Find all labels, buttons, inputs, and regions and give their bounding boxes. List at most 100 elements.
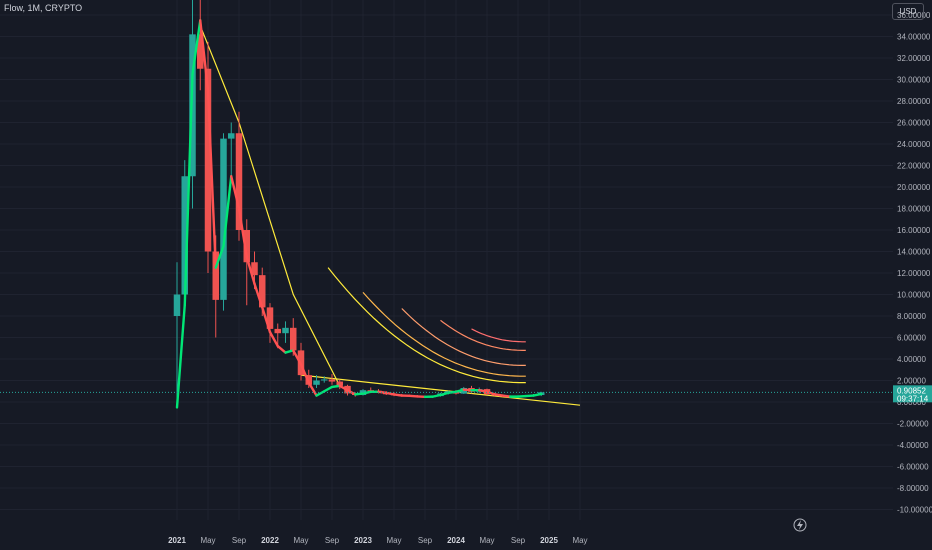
last-price-marker: 0.90852 09:37:14: [0, 385, 932, 403]
fan-curves: [327, 267, 526, 384]
y-tick-label: 10.00000: [897, 291, 931, 300]
ma-segment: [315, 390, 326, 397]
fan-curve-2: [401, 308, 526, 366]
x-tick-label: May: [293, 536, 308, 545]
candle: [282, 321, 289, 343]
candle: [228, 122, 235, 177]
moving-average: [175, 19, 543, 409]
y-tick-label: -8.00000: [897, 484, 929, 493]
candle-body: [204, 68, 212, 252]
candle-body: [274, 328, 281, 334]
x-tick-label: 2022: [261, 536, 279, 545]
ma-segment: [516, 394, 527, 398]
ma-segment: [284, 349, 295, 354]
ma-segment: [175, 304, 186, 409]
ma-segment: [524, 394, 535, 398]
ma-segment: [261, 306, 272, 334]
ma-segment: [206, 89, 217, 269]
candle-body: [321, 379, 328, 381]
ma-segment: [493, 393, 504, 397]
x-tick-label: Sep: [418, 536, 433, 545]
candle-body: [212, 251, 219, 300]
lightning-icon[interactable]: [793, 518, 807, 532]
y-tick-label: 28.00000: [897, 97, 931, 106]
ma-segment: [385, 391, 396, 396]
y-tick-label: 24.00000: [897, 140, 931, 149]
trendlines: [199, 25, 581, 406]
candle-body: [259, 275, 266, 308]
price-axis-bg: [893, 0, 932, 550]
bar-countdown: 09:37:14: [897, 394, 929, 403]
price-axis[interactable]: -10.00000 -8.00000 -6.00000 -4.00000 -2.0000…: [893, 0, 932, 550]
x-tick-label: May: [386, 536, 401, 545]
x-tick-label: Sep: [325, 536, 340, 545]
candle-body: [197, 34, 204, 69]
y-tick-label: 2.00000: [897, 377, 926, 386]
ma-segment: [299, 363, 310, 384]
ma-segment: [307, 381, 318, 397]
ma-segment: [292, 349, 303, 366]
x-tick-label: 2025: [540, 536, 558, 545]
ma-segment: [183, 72, 194, 307]
x-tick-label: Sep: [511, 536, 526, 545]
fan-curve-4: [471, 328, 526, 343]
ma-segment: [338, 384, 349, 392]
ma-segment: [392, 393, 403, 397]
y-tick-label: -2.00000: [897, 420, 929, 429]
grid: [0, 0, 893, 520]
candle-body: [290, 327, 297, 351]
y-tick-label: 6.00000: [897, 334, 926, 343]
ma-segment: [408, 394, 419, 398]
ma-segment: [323, 385, 334, 393]
trend-flat: [300, 374, 581, 406]
ma-segment: [478, 388, 489, 393]
last-price-badge: [893, 385, 932, 403]
x-tick-label: May: [572, 536, 587, 545]
ma-segment: [330, 384, 341, 389]
candle: [243, 219, 250, 306]
candle-body: [181, 176, 188, 295]
y-tick-label: 36.00000: [897, 11, 931, 20]
y-tick-label: 22.00000: [897, 162, 931, 171]
time-axis[interactable]: 2021 May Sep 2022 May Sep 2023 May Sep 2024 May Sep…: [168, 536, 587, 545]
ma-segment: [253, 282, 264, 309]
y-tick-label: -4.00000: [897, 441, 929, 450]
ma-segment: [439, 391, 450, 397]
candle: [235, 111, 243, 241]
last-price-label: 0.90852: [897, 386, 926, 395]
candle-body: [173, 294, 181, 316]
ma-segment: [454, 388, 465, 393]
ma-segment: [214, 244, 225, 269]
x-tick-label: 2021: [168, 536, 186, 545]
ma-segment: [485, 390, 496, 396]
candle: [328, 374, 336, 385]
fan-curve-1: [362, 291, 526, 377]
x-tick-label: May: [479, 536, 494, 545]
candle-body: [220, 138, 227, 300]
y-tick-label: 16.00000: [897, 226, 931, 235]
ma-segment: [501, 394, 512, 398]
y-tick-label: 18.00000: [897, 205, 931, 214]
y-tick-label: -10.00000: [897, 506, 932, 515]
currency-button[interactable]: USD: [892, 3, 924, 20]
candle: [173, 262, 181, 408]
y-tick-label: 0.00000: [897, 398, 926, 407]
ma-segment: [462, 388, 473, 392]
ma-segment: [237, 207, 248, 259]
ma-segment: [532, 392, 543, 397]
ma-segment: [354, 392, 365, 396]
x-tick-label: 2023: [354, 536, 372, 545]
y-tick-label: 34.00000: [897, 33, 931, 42]
y-tick-label: 4.00000: [897, 355, 926, 364]
fan-curve-3: [440, 319, 526, 351]
candle: [266, 303, 274, 343]
candle: [321, 376, 328, 383]
candle-body: [251, 262, 258, 276]
candle-body: [313, 380, 320, 385]
candle-body: [235, 133, 243, 230]
ma-segment: [191, 19, 202, 76]
candle-body: [228, 133, 235, 139]
symbol-title: Flow, 1M, CRYPTO: [4, 3, 83, 13]
